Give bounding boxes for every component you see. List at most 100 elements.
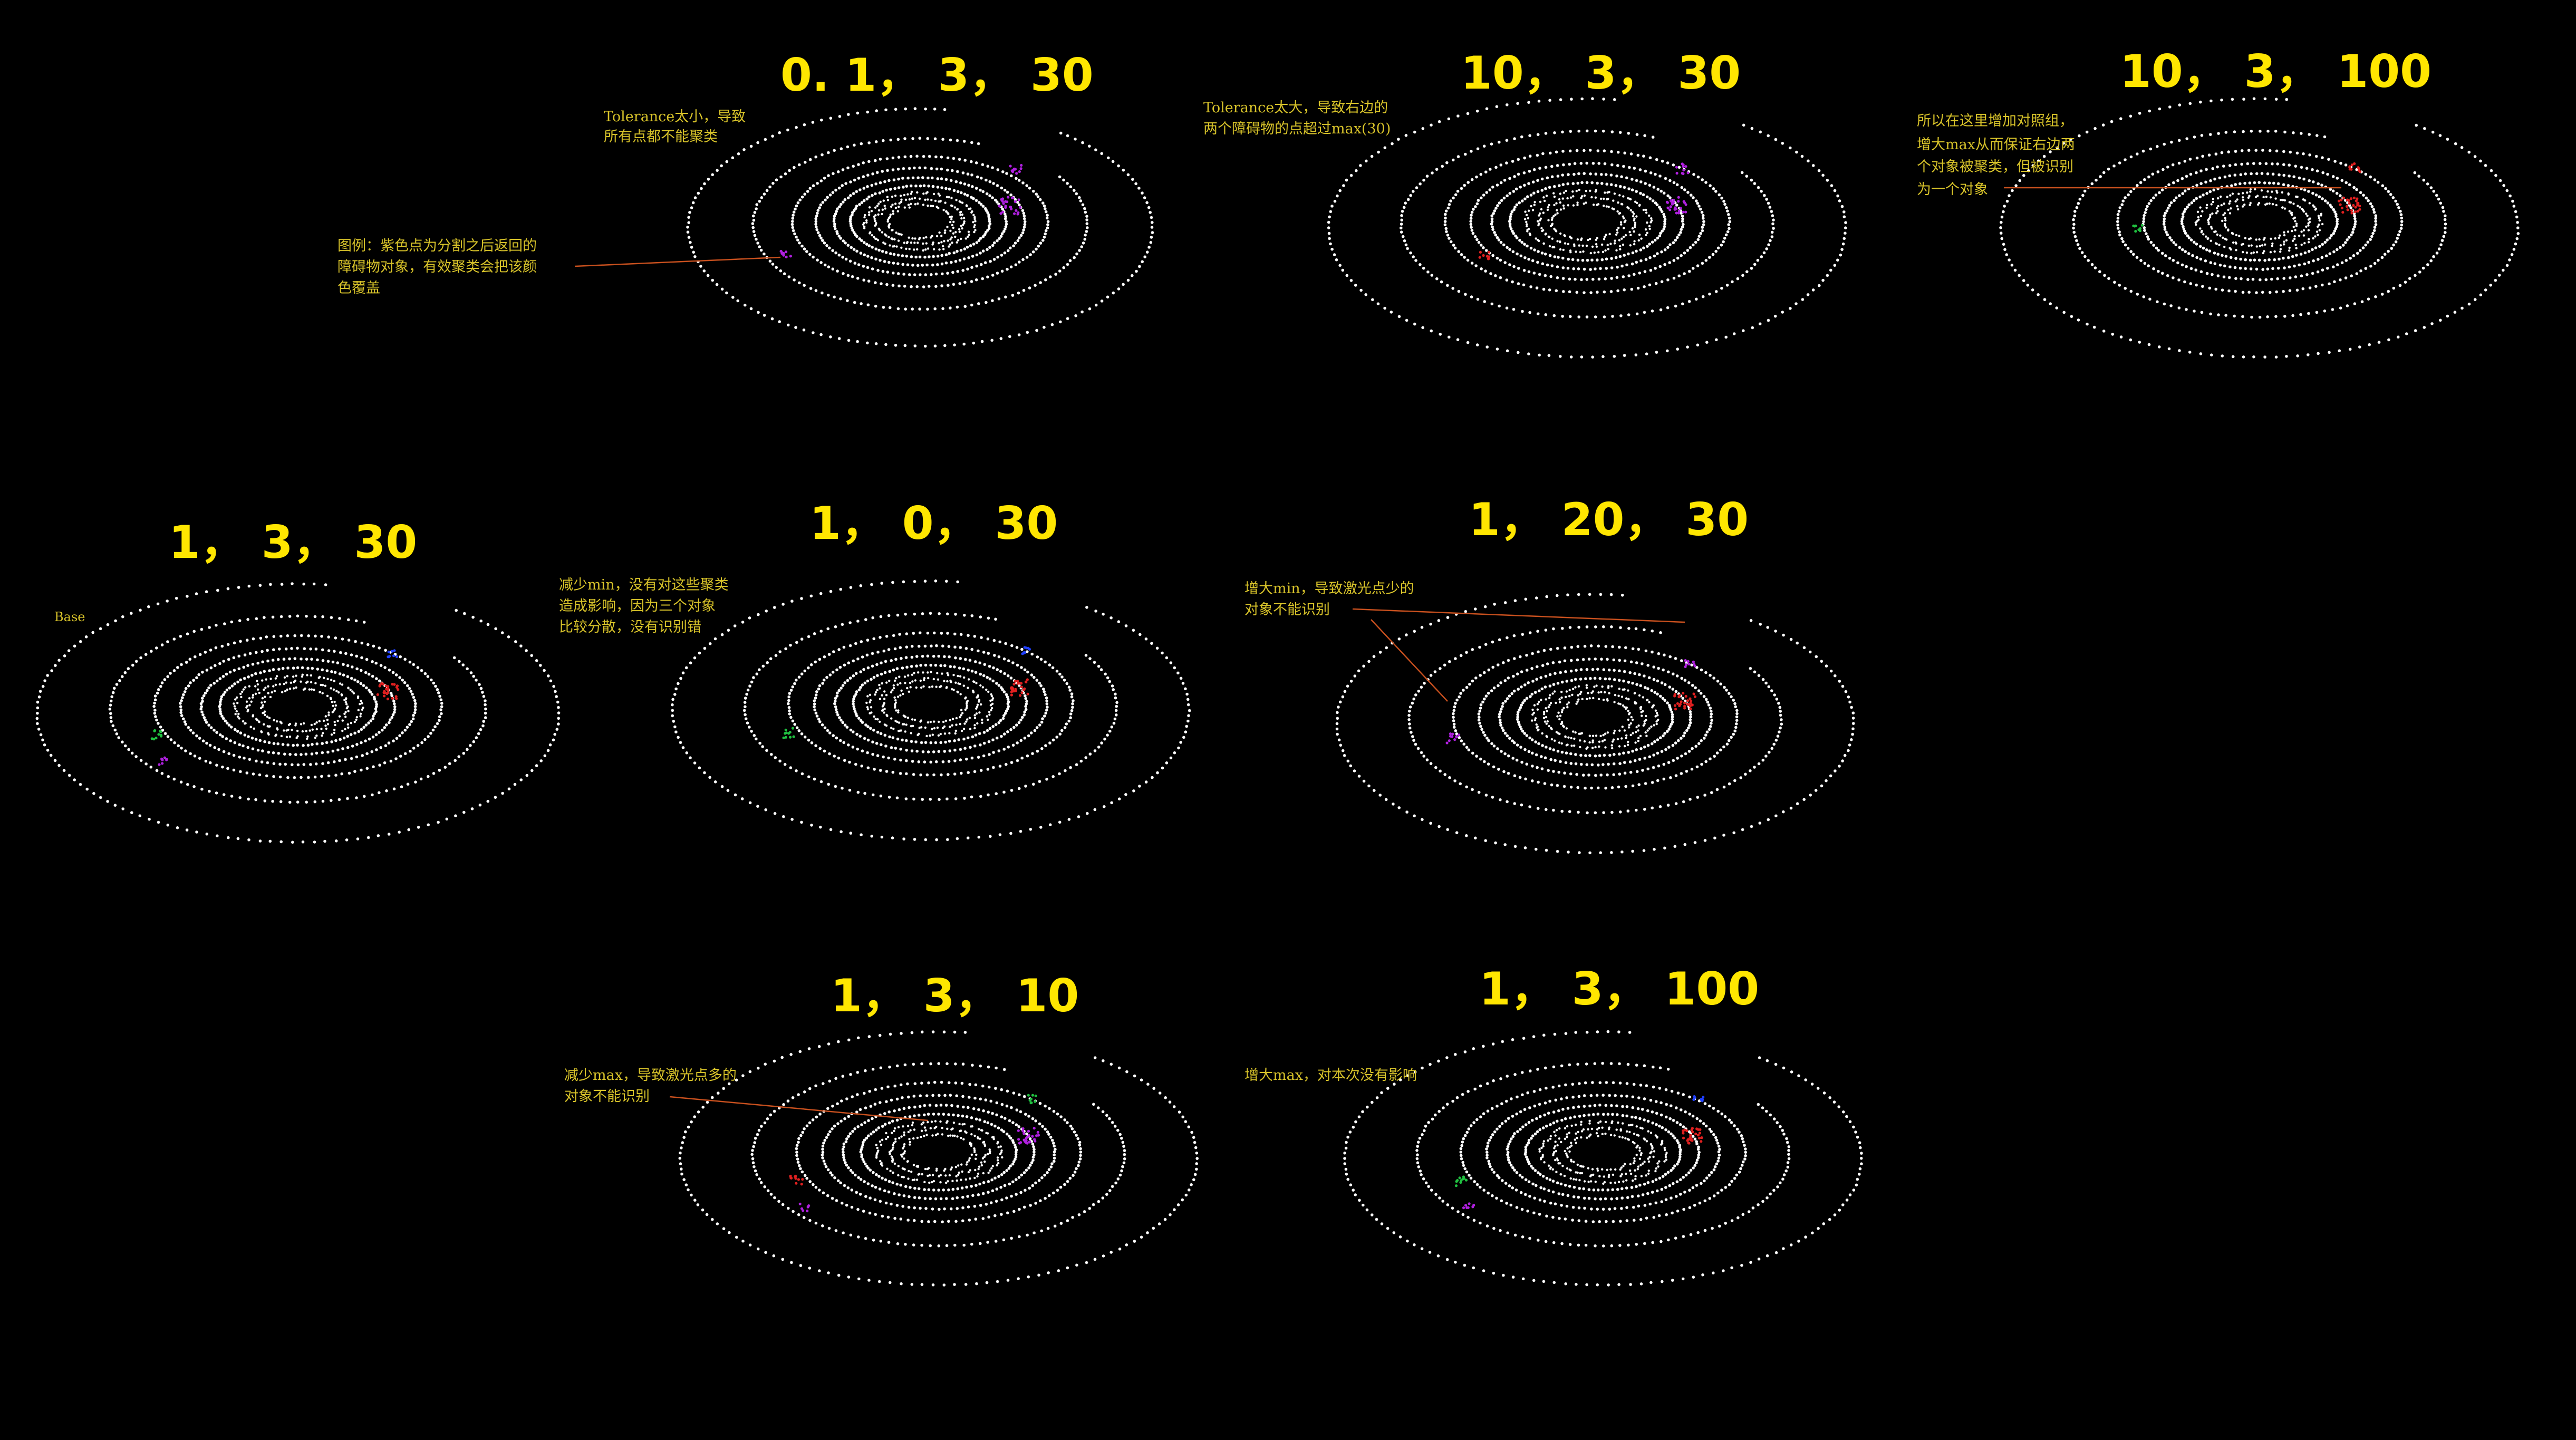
laser-point xyxy=(1643,285,1646,288)
laser-point xyxy=(841,684,845,687)
laser-point xyxy=(904,198,908,201)
laser-point xyxy=(973,717,977,719)
laser-point xyxy=(222,660,225,663)
laser-point xyxy=(1069,716,1072,719)
laser-point xyxy=(2336,223,2339,226)
laser-point xyxy=(1004,212,1007,216)
laser-point xyxy=(2307,260,2311,264)
laser-point xyxy=(876,651,880,654)
laser-point xyxy=(940,262,944,266)
laser-point xyxy=(985,230,988,234)
laser-point xyxy=(681,671,685,674)
laser-point xyxy=(2118,233,2121,237)
laser-point xyxy=(917,644,921,648)
laser-point xyxy=(1026,670,1029,674)
laser-point xyxy=(296,743,299,747)
laser-point xyxy=(874,693,876,696)
laser-point xyxy=(996,668,999,671)
laser-point xyxy=(2239,266,2242,270)
cluster-point xyxy=(387,691,390,694)
laser-point xyxy=(1659,208,1663,211)
laser-point xyxy=(1548,288,1551,292)
laser-point xyxy=(2305,212,2308,215)
laser-point xyxy=(243,757,246,760)
laser-point xyxy=(693,255,697,258)
panel-title: 1， 3， 30 xyxy=(169,516,417,569)
laser-point xyxy=(810,824,813,827)
laser-point xyxy=(1055,736,1058,739)
laser-point xyxy=(1742,123,1745,127)
laser-point xyxy=(954,797,958,800)
laser-point xyxy=(922,249,924,252)
laser-point xyxy=(301,675,304,678)
laser-point xyxy=(749,144,753,148)
laser-point xyxy=(708,776,711,779)
laser-point xyxy=(1548,235,1551,238)
cluster-point xyxy=(394,695,398,698)
laser-point xyxy=(293,657,297,660)
laser-point xyxy=(153,701,156,705)
laser-point xyxy=(1512,231,1516,235)
laser-point xyxy=(471,615,475,619)
laser-point xyxy=(313,615,317,618)
laser-point xyxy=(353,678,356,682)
laser-point xyxy=(903,137,906,140)
laser-point xyxy=(834,708,838,711)
laser-point xyxy=(1653,254,1656,258)
laser-point xyxy=(2321,243,2324,246)
laser-point xyxy=(923,166,927,170)
laser-point xyxy=(2230,184,2233,188)
laser-point xyxy=(1002,714,1006,717)
laser-point xyxy=(2273,250,2276,253)
laser-point xyxy=(866,706,869,709)
laser-point xyxy=(2233,314,2236,318)
laser-point xyxy=(887,236,890,238)
laser-point xyxy=(673,693,677,696)
laser-point xyxy=(2178,349,2181,352)
laser-point xyxy=(1633,273,1636,276)
laser-point xyxy=(2326,201,2330,205)
laser-point xyxy=(1521,199,1524,202)
laser-point xyxy=(1511,250,1515,254)
laser-point xyxy=(1553,227,1556,230)
laser-point xyxy=(823,655,826,659)
laser-point xyxy=(2202,246,2205,250)
laser-point xyxy=(301,666,304,670)
laser-point xyxy=(362,684,365,687)
laser-point xyxy=(1397,138,1400,141)
laser-point xyxy=(1538,214,1540,217)
laser-point xyxy=(319,691,322,693)
laser-point xyxy=(818,206,821,209)
laser-point xyxy=(2260,189,2263,192)
laser-point xyxy=(2353,302,2357,305)
laser-point xyxy=(1516,102,1519,105)
laser-point xyxy=(2380,256,2384,259)
laser-point xyxy=(797,729,801,732)
laser-point xyxy=(1100,152,1103,156)
laser-point xyxy=(951,224,954,227)
laser-point xyxy=(79,640,82,643)
laser-point xyxy=(2166,206,2170,210)
cluster-point xyxy=(1669,199,1673,202)
laser-point xyxy=(443,766,447,769)
laser-point xyxy=(2042,154,2046,158)
laser-point xyxy=(922,192,925,195)
laser-point xyxy=(353,720,356,723)
laser-point xyxy=(232,768,236,772)
laser-point xyxy=(860,201,864,205)
laser-point xyxy=(1006,698,1010,701)
laser-point xyxy=(2000,220,2003,224)
laser-point xyxy=(341,747,344,750)
laser-point xyxy=(2308,133,2311,136)
laser-point xyxy=(1135,269,1138,273)
laser-point xyxy=(552,685,555,688)
laser-point xyxy=(898,202,901,205)
laser-point xyxy=(1517,158,1520,161)
laser-point xyxy=(890,717,893,720)
laser-point xyxy=(2242,205,2244,208)
laser-point xyxy=(305,800,308,804)
laser-point xyxy=(1004,225,1008,228)
laser-point xyxy=(986,715,988,718)
laser-point xyxy=(1553,255,1557,258)
laser-point xyxy=(1789,307,1792,310)
